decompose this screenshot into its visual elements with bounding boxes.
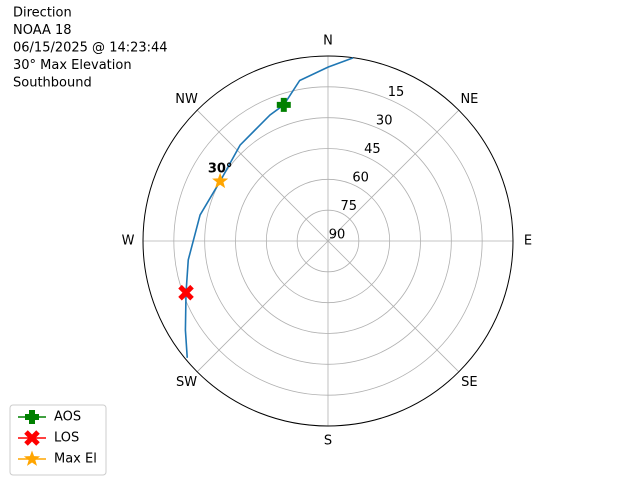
legend-marker	[23, 450, 41, 466]
r-tick-label: 75	[341, 199, 358, 214]
grid-spoke	[327, 109, 460, 242]
r-tick-label: 30	[376, 114, 393, 129]
theta-tick-label: W	[122, 234, 135, 249]
title-line: NOAA 18	[13, 23, 72, 38]
legend-marker	[25, 410, 39, 424]
grid-spoke	[327, 240, 460, 373]
r-tick-label: 45	[364, 142, 381, 157]
theta-tick-label: SW	[176, 375, 197, 390]
theta-tick-label: NE	[460, 92, 478, 107]
legend: AOS LOS Max El	[9, 404, 107, 476]
legend-label: Max El	[54, 452, 97, 467]
title-line: Direction	[13, 6, 72, 21]
theta-tick-label: E	[524, 234, 532, 249]
r-tick-label: 90	[329, 228, 346, 243]
r-tick-label: 15	[388, 85, 405, 100]
theta-tick-label: S	[324, 434, 332, 449]
marker-x	[178, 284, 194, 301]
title-line: Southbound	[13, 76, 92, 91]
polar-frame	[142, 55, 514, 427]
theta-tick-label: SE	[461, 375, 477, 390]
legend-label: AOS	[54, 410, 81, 425]
title-line: 06/15/2025 @ 14:23:44	[13, 41, 168, 56]
title-line: 30° Max Elevation	[13, 58, 132, 73]
r-tick-label: 60	[352, 171, 369, 186]
grid-spoke	[196, 109, 329, 242]
annotation: 30°	[208, 162, 233, 177]
legend-label: LOS	[54, 431, 79, 446]
grid-spoke	[196, 240, 329, 373]
theta-tick-label: NW	[175, 92, 198, 107]
theta-tick-label: N	[323, 34, 333, 49]
marker-plus	[276, 97, 291, 112]
marker-star	[212, 172, 229, 189]
legend-marker	[24, 430, 40, 446]
track-line	[184, 57, 354, 358]
